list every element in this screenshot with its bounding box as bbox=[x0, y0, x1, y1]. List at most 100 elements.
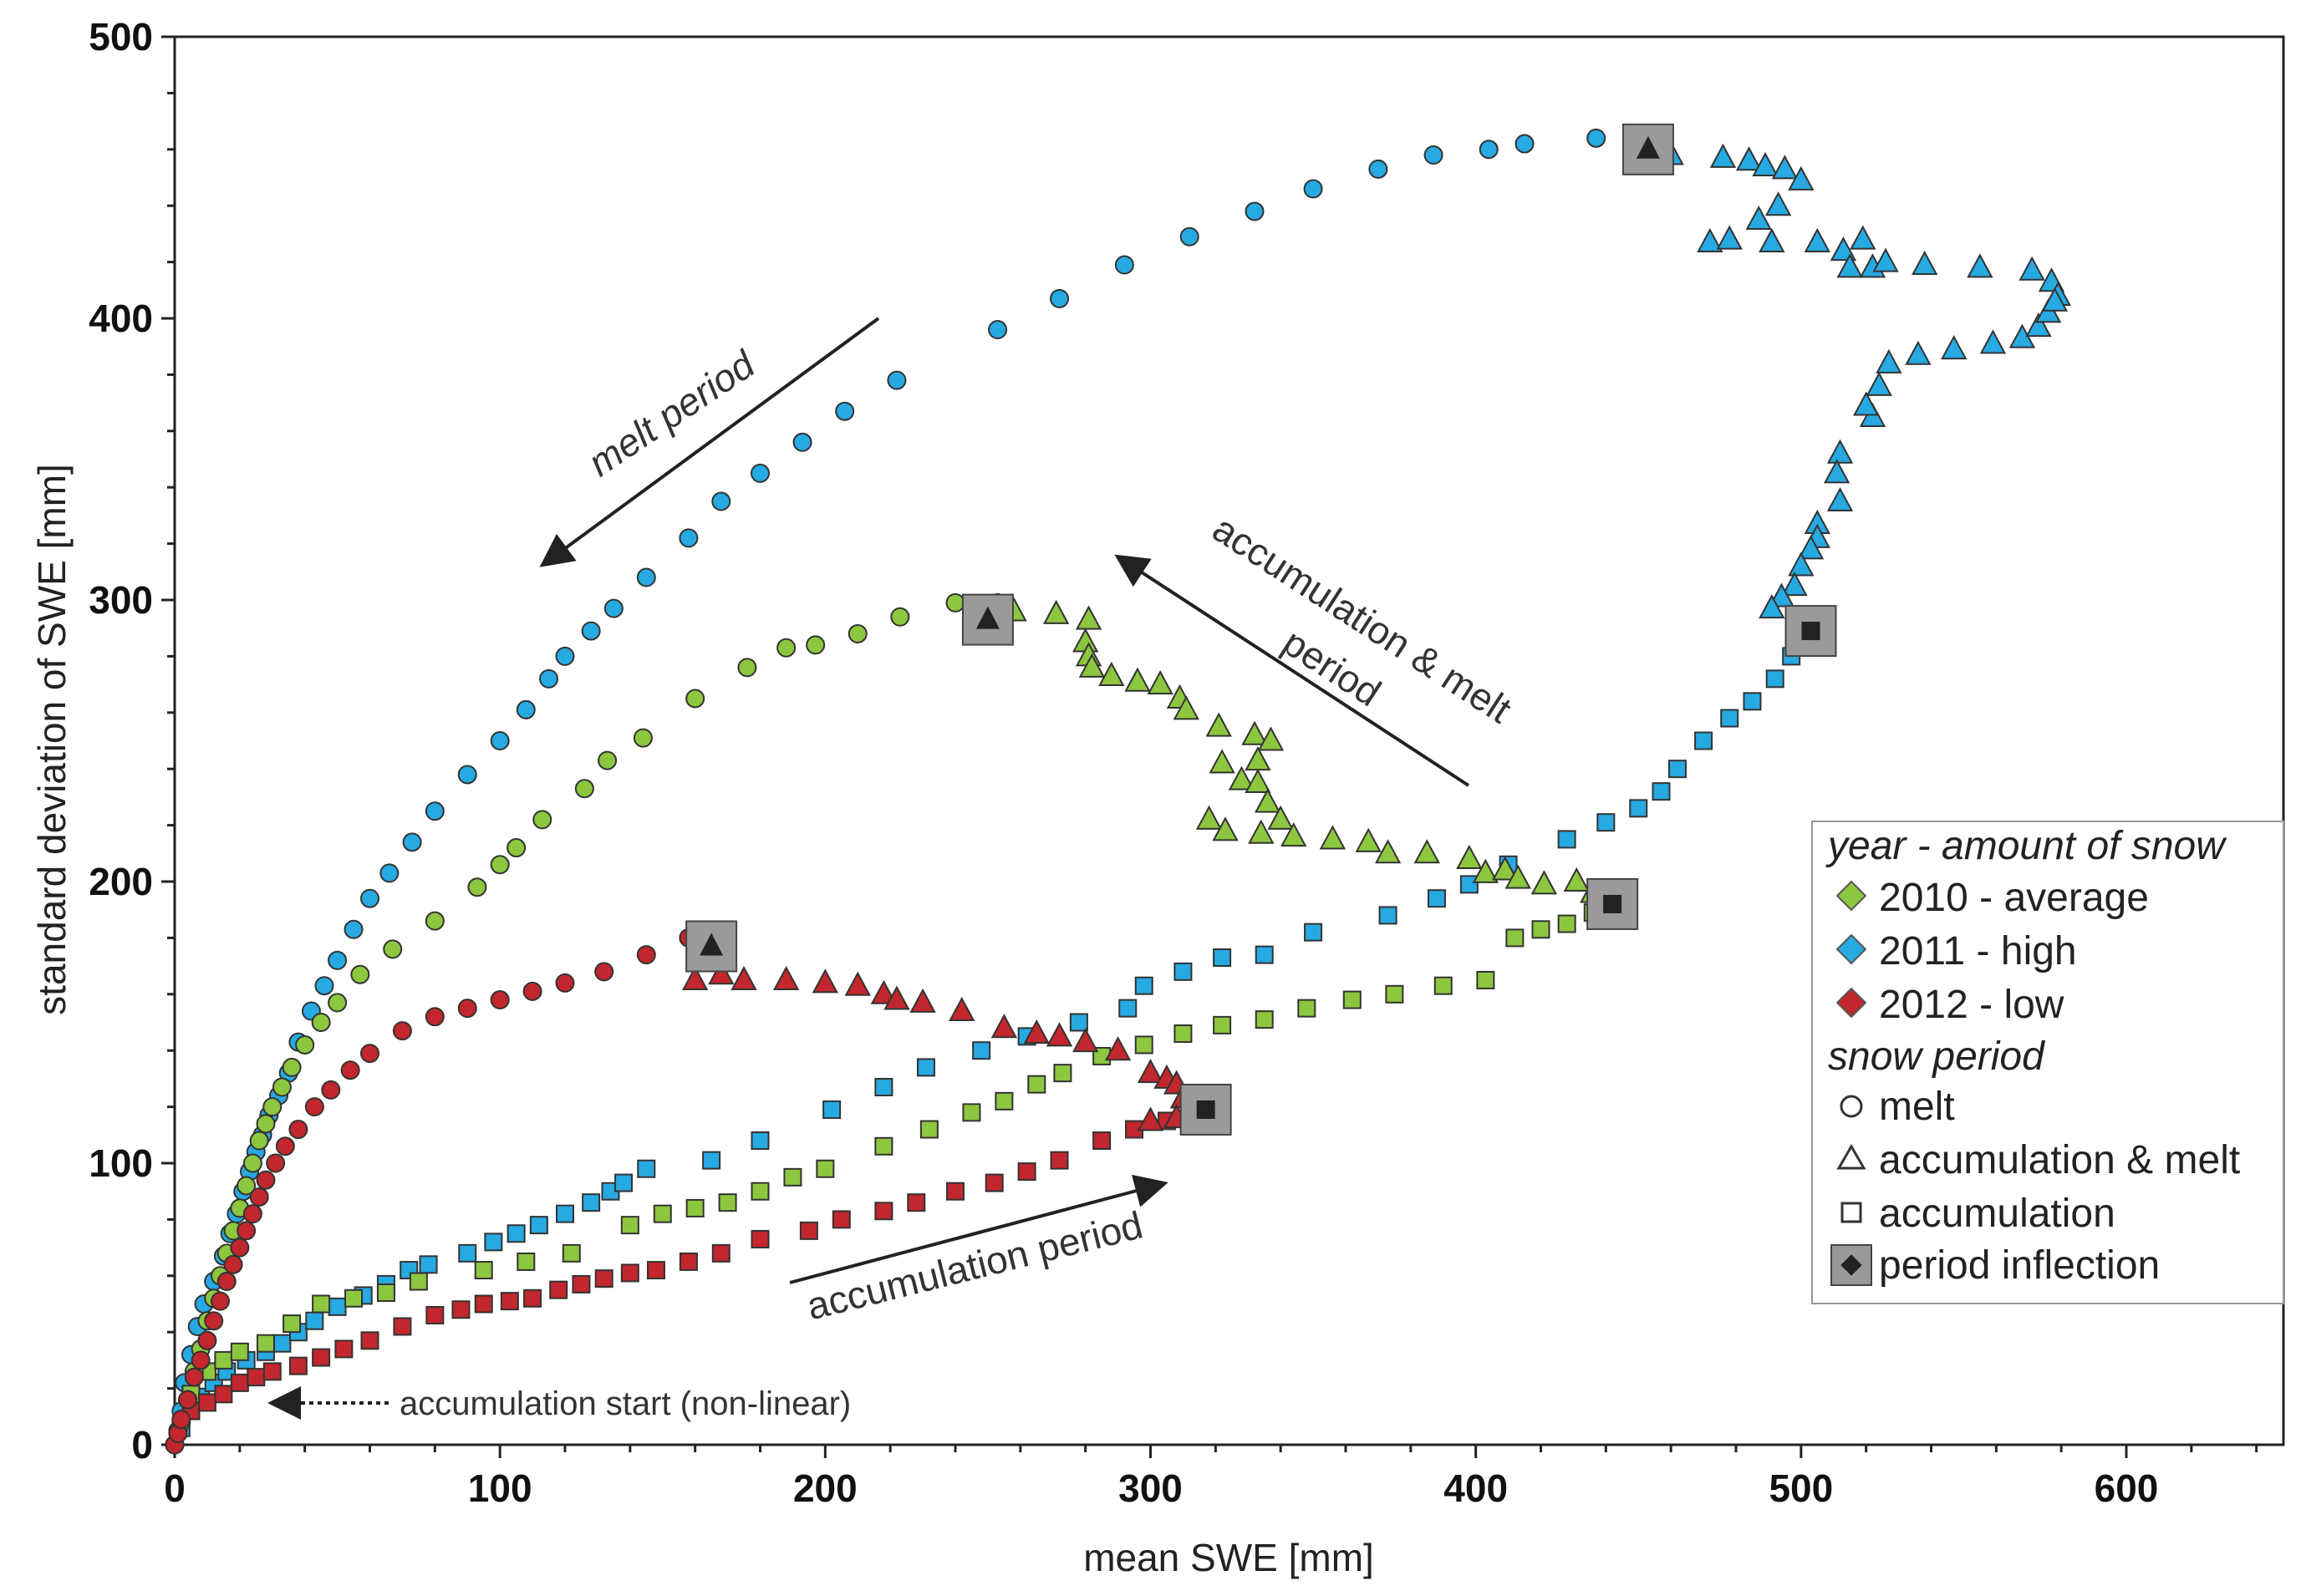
melt-point bbox=[425, 1007, 445, 1027]
acc-melt-point bbox=[1492, 856, 1519, 881]
melt-point bbox=[216, 1272, 237, 1292]
melt-point bbox=[581, 621, 601, 641]
accumulation-point bbox=[962, 1103, 981, 1122]
accumulation-point bbox=[549, 1280, 568, 1299]
x-axis-title: mean SWE [mm] bbox=[1083, 1536, 1374, 1579]
legend-box bbox=[1811, 821, 2284, 1304]
melt-point bbox=[223, 1254, 243, 1274]
legend-label-2010: 2010 - average bbox=[1879, 876, 2149, 920]
accumulation-point bbox=[679, 1252, 698, 1271]
accumulation-point bbox=[1069, 1013, 1088, 1032]
inflection-points bbox=[685, 123, 1837, 1136]
melt-point bbox=[555, 973, 575, 993]
melt-point bbox=[1114, 255, 1134, 275]
melt-point bbox=[266, 1153, 286, 1173]
accumulation-point bbox=[1596, 813, 1616, 832]
melt-point bbox=[304, 1097, 324, 1117]
acc-melt-point bbox=[1147, 669, 1173, 695]
x-tick-label: 100 bbox=[468, 1466, 532, 1510]
melt-point bbox=[711, 491, 731, 511]
accumulation-point bbox=[334, 1339, 354, 1359]
legend-label-2011: 2011 - high bbox=[1879, 929, 2077, 973]
x-tick-label: 0 bbox=[164, 1466, 186, 1510]
melt-point bbox=[1050, 288, 1070, 308]
acc-melt-point bbox=[909, 988, 936, 1013]
melt-point bbox=[197, 1330, 217, 1350]
x-tick-label: 200 bbox=[793, 1466, 858, 1510]
acc-melt-point bbox=[1355, 827, 1382, 852]
melt-point bbox=[230, 1238, 250, 1258]
accumulation-point bbox=[1385, 984, 1404, 1004]
acc-melt-point bbox=[1472, 858, 1499, 883]
melt-point bbox=[516, 699, 536, 719]
acc-melt-point bbox=[1280, 821, 1307, 847]
acc-melt-point bbox=[1563, 867, 1590, 892]
accumulation-point bbox=[288, 1356, 308, 1375]
accumulation-point bbox=[1092, 1131, 1112, 1151]
accumulation-point bbox=[702, 1151, 721, 1170]
accumulation-point bbox=[919, 1120, 939, 1139]
melt-point bbox=[457, 765, 477, 785]
melt-point bbox=[594, 962, 614, 982]
acc-melt-point bbox=[1245, 768, 1271, 794]
accumulation-point bbox=[529, 1216, 548, 1235]
melt-point bbox=[178, 1390, 198, 1410]
acc-melt-point bbox=[1872, 247, 1899, 272]
accumulation-point bbox=[523, 1288, 542, 1308]
acc-melt-point bbox=[1530, 870, 1558, 895]
acc-melt-point bbox=[2018, 256, 2045, 281]
acc-melt-point bbox=[1504, 864, 1531, 889]
melt-point bbox=[256, 1170, 276, 1190]
melt-point bbox=[887, 370, 907, 390]
melt-point bbox=[237, 1176, 257, 1196]
acc-melt-point bbox=[1752, 151, 1779, 177]
melt-point bbox=[679, 528, 699, 548]
accumulation-point bbox=[874, 1078, 893, 1097]
melt-point bbox=[237, 1221, 257, 1241]
melt-point bbox=[295, 1034, 315, 1055]
accumulation-point bbox=[1213, 1015, 1232, 1034]
legend-marker-2010 bbox=[1835, 880, 1867, 912]
melt-point bbox=[890, 607, 910, 627]
accumulation-point bbox=[685, 1198, 705, 1217]
accumulation-point bbox=[1213, 948, 1232, 967]
melt-point bbox=[321, 1080, 341, 1100]
accumulation-point bbox=[874, 1202, 893, 1221]
acc-melt-point bbox=[1254, 788, 1281, 813]
accumulation-point bbox=[1743, 692, 1762, 711]
melt-point bbox=[633, 728, 653, 748]
acc-melt-point bbox=[1241, 720, 1268, 745]
melt-point bbox=[539, 668, 559, 689]
x-tick-label: 500 bbox=[1769, 1466, 1833, 1510]
accumulation-point bbox=[582, 1193, 601, 1212]
accumulation-point bbox=[1765, 669, 1784, 689]
acc-melt-point bbox=[1078, 653, 1106, 678]
acc-melt-point bbox=[1137, 1059, 1164, 1084]
accumulation-point bbox=[1557, 830, 1576, 849]
legend-marker-melt bbox=[1840, 1095, 1863, 1118]
accumulation-point bbox=[572, 1274, 591, 1294]
accumulation-point bbox=[614, 1173, 634, 1192]
melt-point bbox=[1245, 201, 1265, 221]
data-points bbox=[165, 128, 2071, 1455]
melt-point bbox=[1514, 134, 1535, 154]
accumulation-point bbox=[360, 1331, 379, 1350]
acc-melt-point bbox=[1823, 459, 1850, 484]
accumulation-point bbox=[1629, 799, 1648, 818]
y-tick-label: 200 bbox=[89, 860, 153, 903]
melt-point bbox=[282, 1057, 302, 1077]
accumulation-point bbox=[419, 1255, 438, 1274]
accumulation-point bbox=[1017, 1162, 1036, 1182]
melt-point bbox=[1423, 145, 1443, 165]
acc-melt-point bbox=[870, 979, 898, 1004]
legend-marker-acc-melt bbox=[1836, 1143, 1866, 1170]
legend-label-accumulation: accumulation bbox=[1879, 1192, 2115, 1236]
acc-melt-point bbox=[731, 965, 757, 990]
melt-point bbox=[806, 635, 826, 655]
accumulation-point bbox=[230, 1342, 249, 1361]
accumulation-point bbox=[1304, 923, 1323, 942]
melt-point bbox=[835, 401, 855, 421]
accumulation-point bbox=[1505, 928, 1525, 948]
accumulation-point bbox=[1667, 760, 1687, 779]
